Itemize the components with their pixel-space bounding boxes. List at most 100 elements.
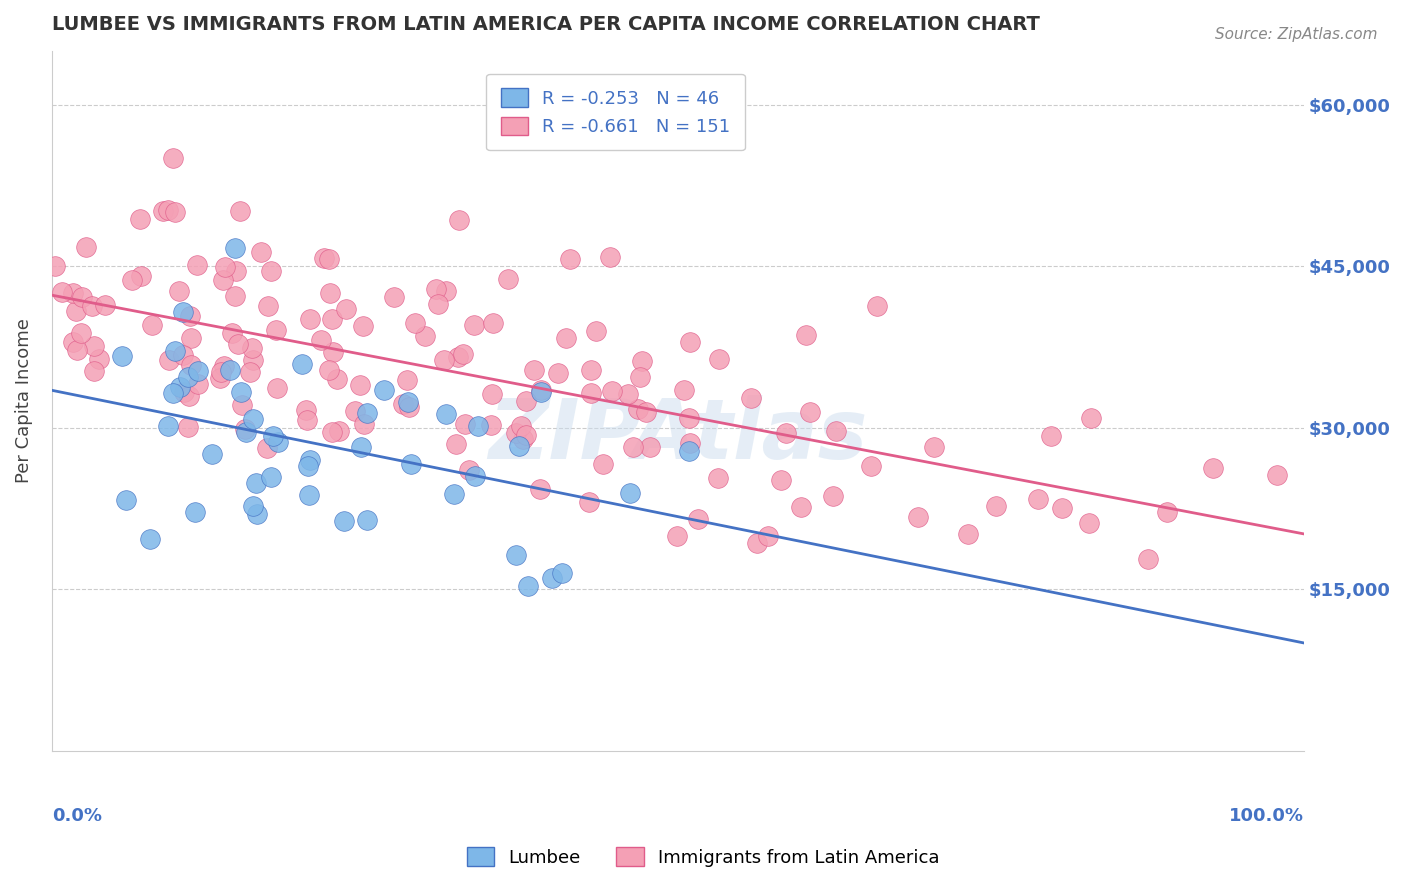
Point <box>62 335 84 350</box>
Point <box>515 428 537 442</box>
Point <box>129 212 152 227</box>
Point <box>1156 505 1178 519</box>
Point <box>211 273 233 287</box>
Point <box>141 318 163 332</box>
Point <box>169 379 191 393</box>
Point <box>443 487 465 501</box>
Point <box>425 282 447 296</box>
Point <box>481 387 503 401</box>
Point <box>65 303 87 318</box>
Point <box>209 365 232 379</box>
Point <box>679 334 702 349</box>
Point <box>530 384 553 399</box>
Point <box>343 404 366 418</box>
Point <box>186 258 208 272</box>
Point <box>267 435 290 450</box>
Point <box>319 285 342 300</box>
Point <box>1026 492 1049 507</box>
Point <box>426 297 449 311</box>
Point <box>679 436 702 450</box>
Point <box>496 272 519 286</box>
Point <box>260 264 283 278</box>
Point <box>321 311 343 326</box>
Point <box>479 417 502 432</box>
Point <box>619 486 641 500</box>
Point <box>585 325 607 339</box>
Point <box>464 469 486 483</box>
Point <box>600 384 623 398</box>
Point <box>163 205 186 219</box>
Point <box>80 299 103 313</box>
Point <box>157 353 180 368</box>
Point <box>530 383 553 397</box>
Point <box>129 268 152 283</box>
Point <box>678 444 700 458</box>
Point <box>221 326 243 341</box>
Point <box>628 370 651 384</box>
Point <box>212 359 235 373</box>
Point <box>229 385 252 400</box>
Text: LUMBEE VS IMMIGRANTS FROM LATIN AMERICA PER CAPITA INCOME CORRELATION CHART: LUMBEE VS IMMIGRANTS FROM LATIN AMERICA … <box>52 15 1039 34</box>
Point <box>1265 467 1288 482</box>
Point <box>1080 411 1102 425</box>
Text: 0.0%: 0.0% <box>52 806 101 824</box>
Point <box>352 318 374 333</box>
Point <box>245 476 267 491</box>
Point <box>180 331 202 345</box>
Point <box>551 566 574 581</box>
Point <box>266 323 288 337</box>
Point <box>673 383 696 397</box>
Point <box>404 316 426 330</box>
Point <box>505 425 527 440</box>
Point <box>1039 428 1062 442</box>
Point <box>218 363 240 377</box>
Point <box>617 387 640 401</box>
Point <box>179 310 201 324</box>
Point <box>627 401 650 416</box>
Point <box>335 301 357 316</box>
Text: 100.0%: 100.0% <box>1229 806 1305 824</box>
Point <box>790 500 813 515</box>
Point <box>139 532 162 546</box>
Point <box>224 289 246 303</box>
Point <box>984 500 1007 514</box>
Point <box>295 403 318 417</box>
Point <box>152 204 174 219</box>
Point <box>413 328 436 343</box>
Point <box>83 364 105 378</box>
Point <box>769 474 792 488</box>
Point <box>678 410 700 425</box>
Point <box>322 345 344 359</box>
Point <box>859 458 882 473</box>
Point <box>297 459 319 474</box>
Point <box>318 252 340 267</box>
Point <box>184 505 207 519</box>
Point <box>262 428 284 442</box>
Point <box>349 378 371 392</box>
Point <box>745 535 768 549</box>
Point <box>163 344 186 359</box>
Point <box>225 264 247 278</box>
Point <box>454 417 477 431</box>
Point <box>156 202 179 217</box>
Point <box>523 362 546 376</box>
Point <box>481 316 503 330</box>
Point <box>458 463 481 477</box>
Point <box>449 212 471 227</box>
Point <box>621 440 644 454</box>
Point <box>451 347 474 361</box>
Point <box>515 393 537 408</box>
Point <box>447 350 470 364</box>
Point <box>382 289 405 303</box>
Point <box>297 412 319 426</box>
Point <box>740 392 762 406</box>
Point <box>298 453 321 467</box>
Point <box>321 425 343 440</box>
Point <box>233 422 256 436</box>
Point <box>187 364 209 378</box>
Point <box>467 418 489 433</box>
Point <box>401 457 423 471</box>
Point <box>312 251 335 265</box>
Point <box>541 571 564 585</box>
Point <box>245 507 267 521</box>
